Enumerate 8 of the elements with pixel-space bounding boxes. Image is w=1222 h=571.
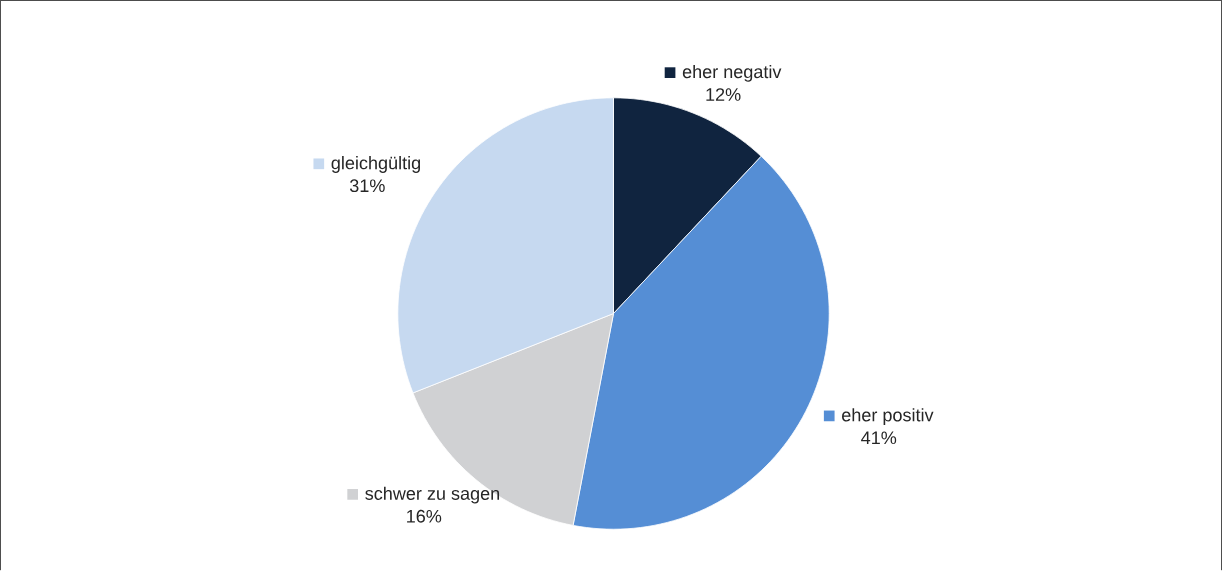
data-label: 31% [349,179,385,193]
data-label: 12% [706,88,741,101]
legend-label: schwer zu sagen [365,486,500,504]
data-label: 41% [861,431,897,445]
data-label: 16% [407,509,442,523]
legend-label: eher negativ [682,64,782,82]
legend-label: gleichgültig [331,156,420,173]
legend-label: eher positiv [842,408,934,426]
